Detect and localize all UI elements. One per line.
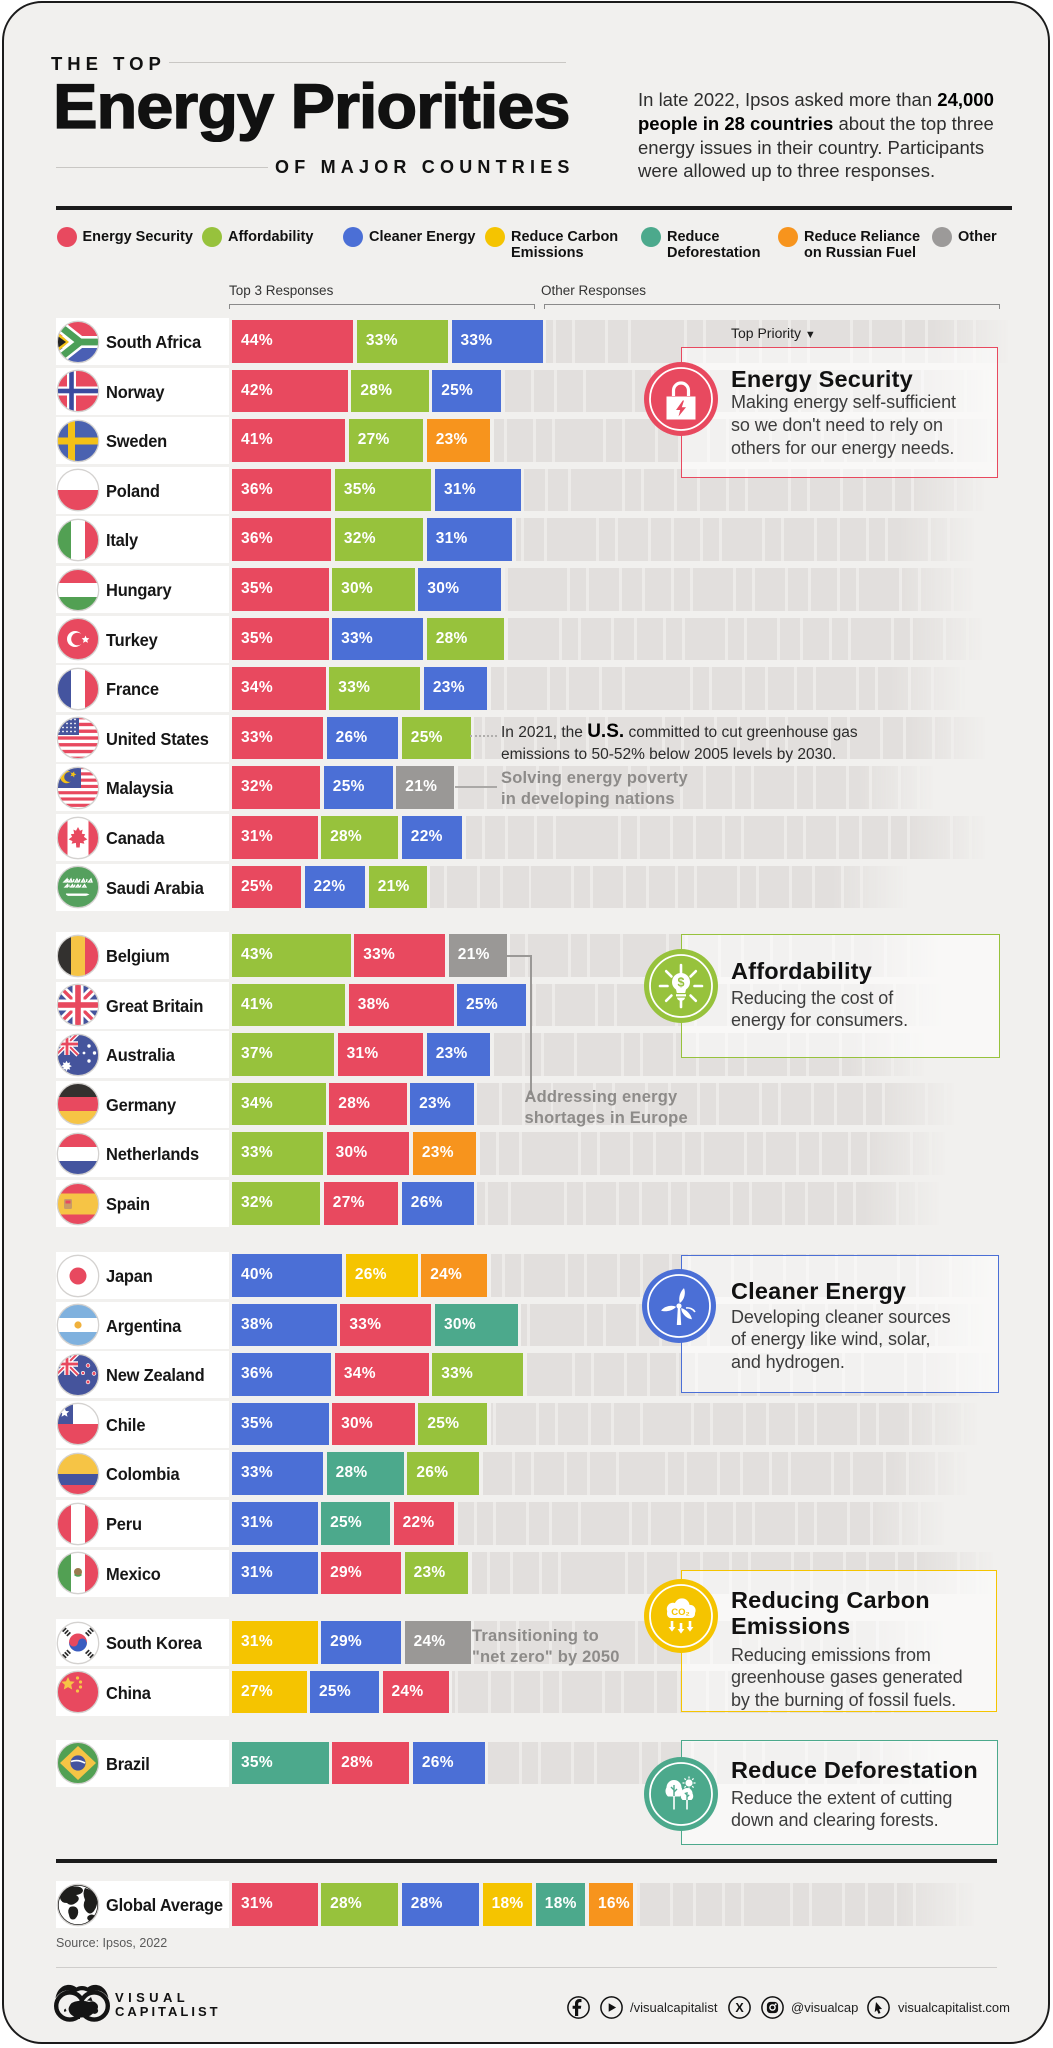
svg-text:$: $ <box>678 976 685 990</box>
svg-text:CO₂: CO₂ <box>671 1607 689 1618</box>
svg-text:X: X <box>735 2000 744 2014</box>
